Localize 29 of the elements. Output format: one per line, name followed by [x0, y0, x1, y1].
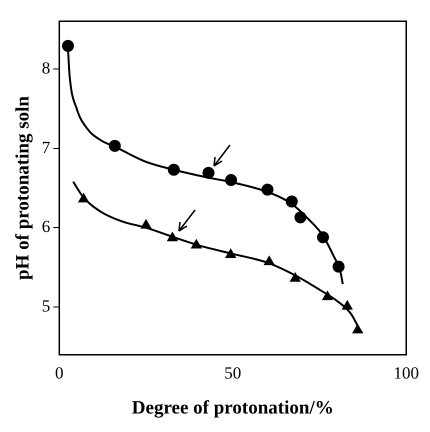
point [167, 232, 178, 242]
y-tick-label: 6 [42, 217, 50, 236]
y-tick-label: 5 [42, 296, 50, 316]
point [294, 211, 306, 224]
y-axis-title: pH of protonating soln [12, 96, 34, 280]
point [78, 193, 89, 202]
x-tick-label: 50 [224, 363, 242, 382]
point [352, 324, 363, 334]
point [225, 174, 238, 186]
point [264, 256, 274, 266]
point [140, 219, 152, 229]
point [342, 300, 353, 310]
point [108, 140, 121, 152]
point [322, 290, 333, 300]
point [316, 231, 329, 244]
point [168, 164, 180, 176]
point [62, 40, 74, 52]
point [202, 166, 214, 179]
y-tick-label: 7 [42, 138, 51, 157]
point [332, 260, 345, 273]
point [191, 239, 202, 248]
x-axis-title: Degree of protonation/% [132, 398, 334, 419]
point [225, 248, 236, 258]
x-tick-label: 0 [55, 363, 64, 382]
point [290, 272, 300, 282]
x-tick-label: 100 [394, 363, 419, 382]
point [286, 196, 298, 208]
y-tick-label: 8 [42, 58, 50, 78]
point [261, 184, 274, 196]
